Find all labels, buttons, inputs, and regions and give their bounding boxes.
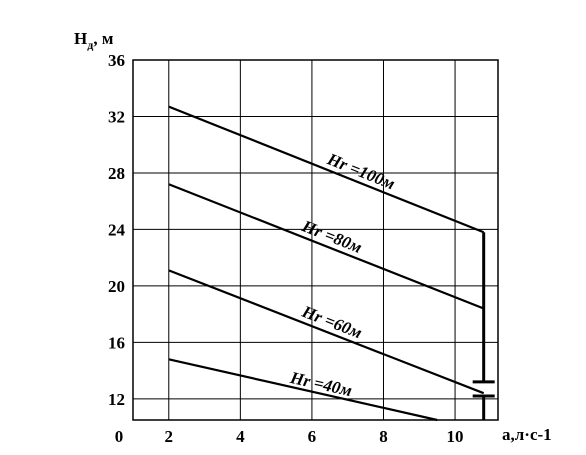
x-axis-label: а,л·с-1: [502, 425, 552, 444]
series-labels: Hr =100м Hr =80м Hr =60м Hr =40м: [288, 149, 398, 400]
y-tick-labels: 12 16 20 24 28 32 36: [108, 51, 126, 409]
series-lines: [168, 105, 485, 422]
y-axis-label: Hд, м: [74, 29, 114, 52]
y-tick-label: 24: [108, 220, 126, 239]
series-line-0: [168, 105, 485, 234]
x-tick-labels: 0 2 4 6 8 10: [115, 427, 464, 446]
y-tick-label: 32: [108, 107, 125, 126]
x-tick-label: 2: [165, 427, 174, 446]
x-tick-label: 10: [447, 427, 464, 446]
x-tick-label: 4: [236, 427, 245, 446]
series-label-1: Hr =80м: [299, 216, 365, 257]
series-line-1: [168, 183, 485, 310]
series-line-3: [168, 358, 438, 422]
vertical-marker: [472, 232, 495, 420]
x-tick-label: 6: [308, 427, 317, 446]
x-tick-label: 0: [115, 427, 124, 446]
series-label-3: Hr =40м: [288, 368, 354, 401]
series-label-2: Hr =60м: [299, 302, 365, 343]
y-tick-label: 20: [108, 277, 125, 296]
x-tick-label: 8: [379, 427, 388, 446]
y-tick-label: 28: [108, 164, 125, 183]
series-label-0: Hr =100м: [324, 149, 398, 193]
series-line-2: [168, 269, 485, 395]
y-tick-label: 36: [108, 51, 125, 70]
y-tick-label: 16: [108, 333, 125, 352]
y-tick-label: 12: [108, 390, 125, 409]
plot-frame: [132, 59, 499, 421]
